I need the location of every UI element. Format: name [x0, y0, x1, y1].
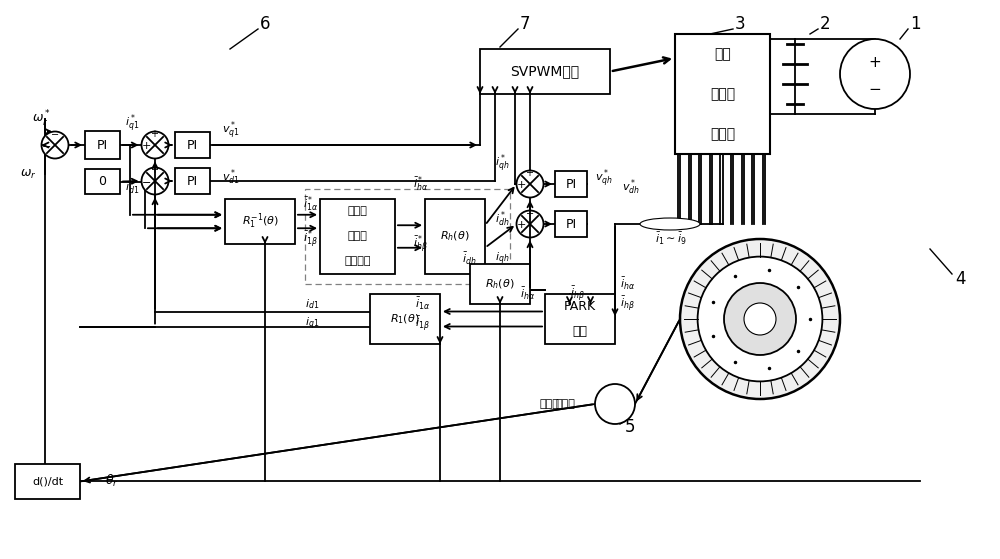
- Bar: [320, 199, 395, 274]
- Text: $-$: $-$: [141, 176, 151, 186]
- Text: 1: 1: [910, 15, 920, 33]
- Text: 偿电流: 偿电流: [348, 231, 367, 241]
- Bar: [85, 131, 120, 159]
- Text: $R_h(\theta)$: $R_h(\theta)$: [485, 277, 515, 291]
- Bar: [555, 171, 587, 197]
- Circle shape: [698, 257, 822, 381]
- Text: $i_{dh}^*$: $i_{dh}^*$: [495, 209, 509, 229]
- Text: $v_{q1}^*$: $v_{q1}^*$: [222, 120, 240, 142]
- Text: $\bar{i}_{h\alpha}^*$: $\bar{i}_{h\alpha}^*$: [413, 174, 428, 193]
- Text: $+$: $+$: [150, 163, 160, 174]
- Circle shape: [516, 211, 544, 238]
- Text: PI: PI: [187, 139, 198, 151]
- Text: $+$: $+$: [141, 140, 151, 150]
- Text: 5: 5: [625, 418, 635, 436]
- Text: $+$: $+$: [516, 219, 526, 230]
- Bar: [15, 464, 80, 499]
- Text: 7: 7: [520, 15, 530, 33]
- Text: $i_{q1}^*$: $i_{q1}^*$: [125, 113, 139, 135]
- Text: $\bar{i}_{dh}$: $\bar{i}_{dh}$: [462, 251, 477, 267]
- Bar: [545, 294, 615, 344]
- Text: $+$: $+$: [525, 167, 535, 178]
- Text: $+$: $+$: [516, 178, 526, 190]
- Text: $\bar{i}_1 \sim \bar{i}_9$: $\bar{i}_1 \sim \bar{i}_9$: [655, 231, 687, 247]
- Circle shape: [595, 384, 635, 424]
- Circle shape: [744, 303, 776, 335]
- Text: $\bar{i}_{1\beta}$: $\bar{i}_{1\beta}$: [415, 315, 430, 333]
- Circle shape: [724, 283, 796, 355]
- Text: $\bar{i}_{h\beta}$: $\bar{i}_{h\beta}$: [620, 295, 635, 313]
- Text: $\bar{i}_{1\alpha}$: $\bar{i}_{1\alpha}$: [415, 296, 430, 312]
- Text: 电压型: 电压型: [710, 87, 735, 101]
- Circle shape: [142, 168, 168, 195]
- Text: $-$: $-$: [50, 128, 60, 138]
- Text: 在线生成: 在线生成: [344, 257, 371, 267]
- Bar: [175, 168, 210, 194]
- Text: SVPWM模型: SVPWM模型: [510, 64, 580, 78]
- Bar: [225, 199, 295, 244]
- Text: 3: 3: [735, 15, 745, 33]
- Text: $-$: $-$: [868, 79, 882, 94]
- Text: $i_{q1}$: $i_{q1}$: [305, 316, 319, 332]
- Text: $\bar{i}_{1\alpha}^*$: $\bar{i}_{1\alpha}^*$: [303, 195, 318, 214]
- Circle shape: [42, 131, 68, 159]
- Text: 九相: 九相: [714, 47, 731, 61]
- Bar: [675, 34, 770, 154]
- Bar: [555, 211, 587, 237]
- Text: $\bar{i}_{h\beta}^*$: $\bar{i}_{h\beta}^*$: [413, 233, 428, 255]
- Text: $\omega_r^*$: $\omega_r^*$: [32, 109, 51, 129]
- Text: PI: PI: [97, 139, 108, 151]
- Text: $R_1(\theta)$: $R_1(\theta)$: [390, 312, 420, 326]
- Circle shape: [516, 170, 544, 197]
- Text: $\bar{i}_{h\alpha}$: $\bar{i}_{h\alpha}$: [620, 276, 635, 292]
- Text: $\bar{i}_{h\beta}$: $\bar{i}_{h\beta}$: [570, 285, 585, 304]
- Bar: [305, 189, 510, 284]
- Text: $\omega_r$: $\omega_r$: [20, 168, 37, 181]
- Text: $i_{d1}^*$: $i_{d1}^*$: [125, 177, 139, 197]
- Text: 4: 4: [955, 270, 965, 288]
- Text: $i_{qh}$: $i_{qh}$: [495, 251, 509, 267]
- Text: $-$: $-$: [41, 140, 51, 150]
- Text: PI: PI: [565, 178, 577, 191]
- Text: $+$: $+$: [150, 127, 160, 139]
- Text: PI: PI: [565, 217, 577, 230]
- Text: +: +: [869, 54, 881, 69]
- Circle shape: [840, 39, 910, 109]
- Text: $v_{qh}^*$: $v_{qh}^*$: [595, 168, 613, 190]
- Text: $i_{qh}^*$: $i_{qh}^*$: [495, 153, 509, 175]
- Bar: [175, 132, 210, 158]
- Text: 编码器: 编码器: [540, 399, 560, 409]
- Text: $\bar{i}_{h\alpha}$: $\bar{i}_{h\alpha}$: [520, 286, 535, 302]
- Ellipse shape: [640, 218, 700, 230]
- Circle shape: [142, 131, 168, 159]
- Text: 逆变器: 逆变器: [710, 127, 735, 141]
- Text: 0: 0: [98, 175, 106, 188]
- Text: 谐波补: 谐波补: [348, 206, 367, 216]
- Bar: [480, 49, 610, 94]
- Text: $R_h(\theta)$: $R_h(\theta)$: [440, 230, 470, 243]
- Text: 2: 2: [820, 15, 830, 33]
- Text: 编码器: 编码器: [555, 399, 575, 409]
- Text: $v_{d1}^*$: $v_{d1}^*$: [222, 167, 240, 187]
- Bar: [370, 294, 440, 344]
- Text: d()/dt: d()/dt: [32, 476, 63, 486]
- Text: $R_1^{-1}(\theta)$: $R_1^{-1}(\theta)$: [242, 212, 278, 231]
- Text: PARK: PARK: [564, 300, 596, 313]
- Bar: [85, 169, 120, 194]
- Text: $i_{d1}$: $i_{d1}$: [305, 297, 319, 311]
- Text: $\bar{i}_{1\beta}^*$: $\bar{i}_{1\beta}^*$: [303, 228, 318, 250]
- Text: $v_{dh}^*$: $v_{dh}^*$: [622, 177, 640, 197]
- Text: $\theta_r$: $\theta_r$: [105, 473, 119, 489]
- Bar: [425, 199, 485, 274]
- Text: 6: 6: [260, 15, 270, 33]
- Bar: [470, 264, 530, 304]
- Text: $-$: $-$: [525, 207, 535, 217]
- Text: PI: PI: [187, 174, 198, 187]
- Text: 变换: 变换: [572, 325, 588, 338]
- Circle shape: [680, 239, 840, 399]
